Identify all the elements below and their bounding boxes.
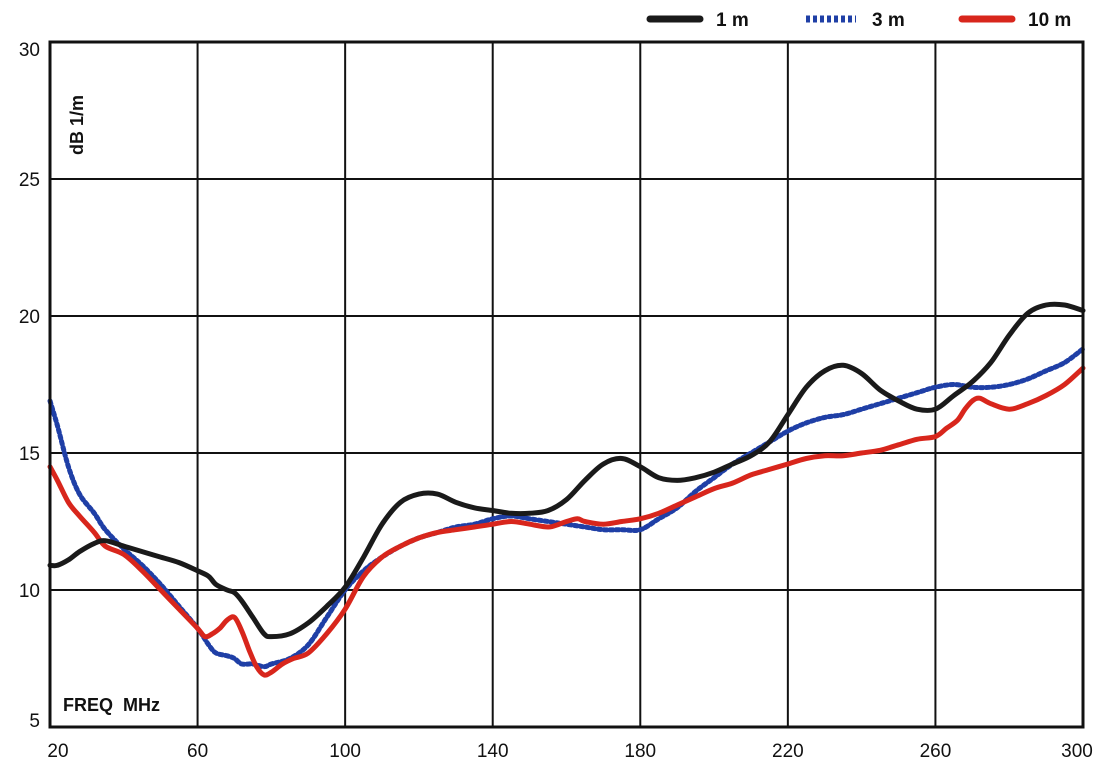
- series-line-10m: [47, 365, 1086, 678]
- x-tick-label: 180: [624, 741, 656, 762]
- y-tick-label: 25: [19, 170, 40, 191]
- y-tick-label: 10: [19, 581, 40, 602]
- y-tick-label: 15: [19, 444, 40, 465]
- y-axis-label: dB 1/m: [67, 95, 87, 155]
- x-tick-label: 60: [187, 741, 208, 762]
- data-series: [47, 301, 1086, 678]
- legend: 1 m 3 m 10 m: [646, 10, 1071, 31]
- plot-frame: [48, 40, 1085, 729]
- plot-border: [48, 40, 1085, 729]
- legend-label: 10 m: [1028, 10, 1071, 31]
- x-axis-label: FREQ MHz: [63, 695, 160, 715]
- legend-label: 1 m: [716, 10, 749, 31]
- x-tick-label: 260: [920, 741, 952, 762]
- x-tick-label: 140: [477, 741, 509, 762]
- y-tick-label: 30: [19, 40, 40, 61]
- y-tick-label: 5: [29, 711, 40, 732]
- x-tick-label: 20: [47, 741, 68, 762]
- y-tick-label: 20: [19, 307, 40, 328]
- legend-label: 3 m: [872, 10, 905, 31]
- series-line-1m: [47, 301, 1086, 640]
- x-tick-label: 300: [1061, 741, 1093, 762]
- x-tick-label: 100: [329, 741, 361, 762]
- tick-labels: 20 60 100 140 180 220 260 300 5 10 15 20 25 30: [19, 40, 1093, 762]
- x-tick-label: 220: [772, 741, 804, 762]
